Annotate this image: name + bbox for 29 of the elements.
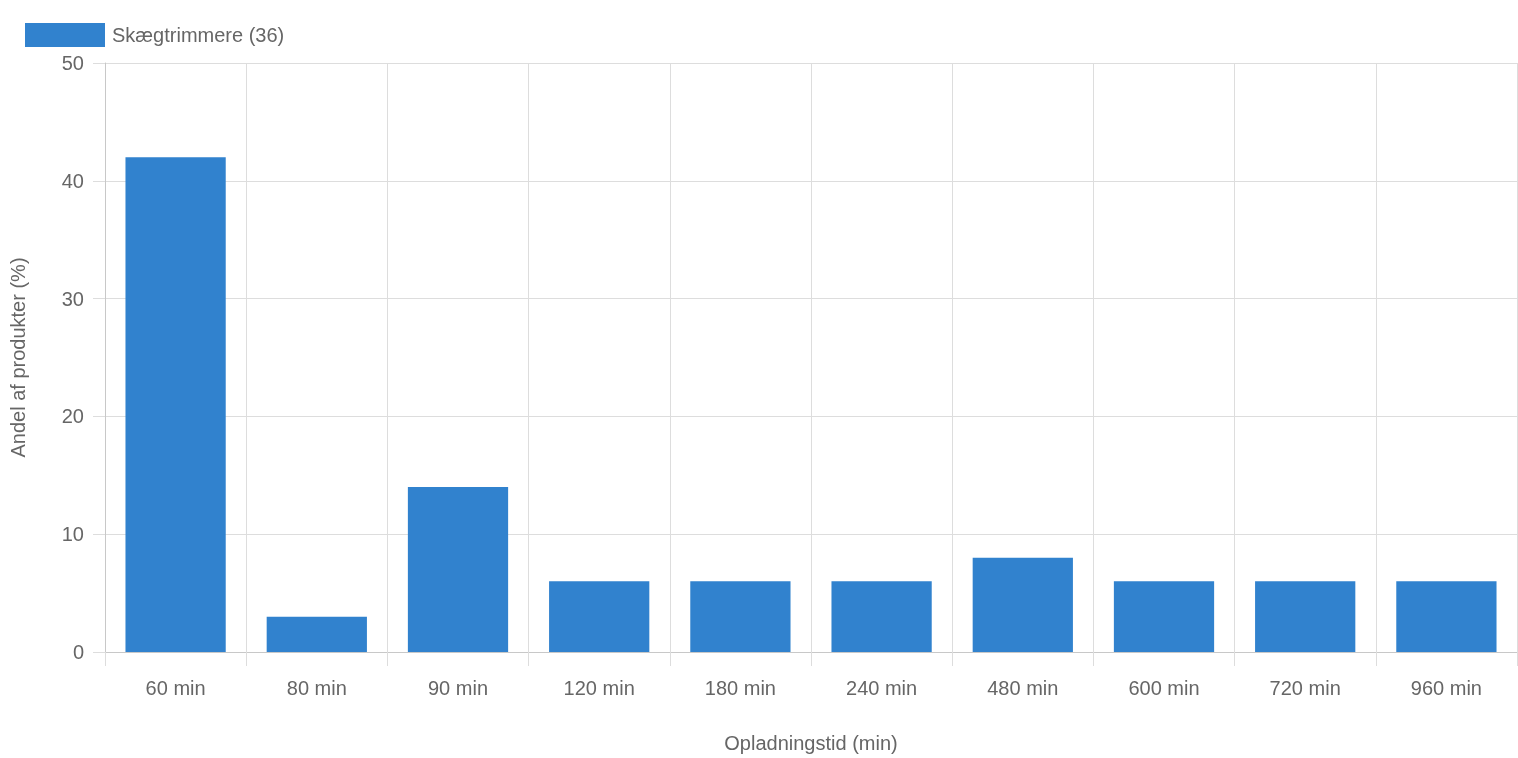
bar bbox=[266, 616, 367, 652]
y-tick-label: 50 bbox=[61, 52, 84, 74]
x-tick-label: 90 min bbox=[427, 677, 489, 699]
x-tick-label: 960 min bbox=[1410, 677, 1482, 699]
bar bbox=[1255, 581, 1356, 652]
x-tick-label: 180 min bbox=[704, 677, 776, 699]
bar bbox=[125, 157, 226, 652]
bar bbox=[972, 557, 1073, 652]
bar bbox=[831, 581, 932, 652]
y-tick-label: 40 bbox=[61, 169, 84, 192]
x-tick-label: 60 min bbox=[145, 677, 206, 699]
bar bbox=[690, 581, 791, 652]
x-tick-label: 80 min bbox=[286, 677, 347, 699]
bar bbox=[549, 581, 650, 652]
y-tick-label: 20 bbox=[61, 405, 84, 428]
y-axis-title: Andel af produkter (%) bbox=[7, 257, 29, 458]
bar bbox=[1396, 581, 1497, 652]
x-tick-label: 240 min bbox=[846, 677, 918, 699]
y-tick-label: 10 bbox=[61, 523, 84, 546]
x-tick-label: 600 min bbox=[1128, 677, 1200, 699]
x-tick-label: 720 min bbox=[1269, 677, 1341, 699]
y-tick-label: 0 bbox=[72, 641, 84, 663]
y-tick-label: 30 bbox=[61, 287, 84, 310]
bar bbox=[407, 487, 509, 652]
x-tick-label: 120 min bbox=[563, 677, 635, 699]
x-tick-label: 480 min bbox=[987, 677, 1059, 699]
legend-label: Skægtrimmere (36) bbox=[112, 24, 285, 46]
bar bbox=[1113, 581, 1215, 652]
x-axis-title: Opladningstid (min) bbox=[724, 732, 898, 754]
